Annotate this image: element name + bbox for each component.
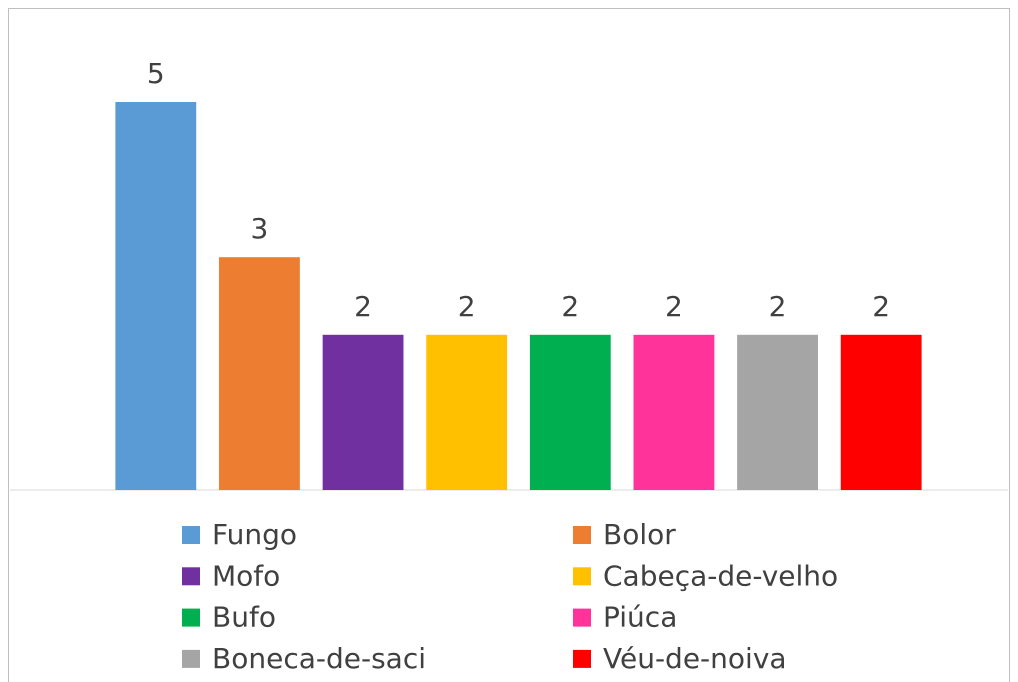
legend-swatch xyxy=(573,567,591,586)
legend-label: Bufo xyxy=(212,601,276,634)
legend-swatch xyxy=(573,649,591,668)
legend-swatch xyxy=(573,526,591,544)
legend-label: Mofo xyxy=(212,559,280,592)
legend-label: Fungo xyxy=(212,518,297,551)
legend-swatch xyxy=(182,649,200,668)
bar xyxy=(219,257,300,490)
legend-swatch xyxy=(182,608,200,627)
chart-border xyxy=(8,8,1010,682)
bar xyxy=(529,334,611,490)
bar xyxy=(737,334,818,490)
data-label: 2 xyxy=(769,290,787,323)
legend-swatch xyxy=(573,608,591,627)
data-label: 2 xyxy=(458,290,476,323)
legend-swatch xyxy=(182,526,200,544)
legend-swatch xyxy=(182,567,200,586)
legend-label: Boneca-de-saci xyxy=(212,642,426,675)
data-label: 2 xyxy=(872,290,890,323)
legend-label: Véu-de-noiva xyxy=(603,642,787,675)
bar xyxy=(322,334,404,490)
legend-label: Bolor xyxy=(603,518,676,551)
data-label: 3 xyxy=(251,212,269,245)
bar xyxy=(426,334,508,490)
data-label: 2 xyxy=(561,290,579,323)
bar xyxy=(840,334,922,490)
legend-label: Cabeça-de-velho xyxy=(603,559,838,592)
data-label: 2 xyxy=(354,290,372,323)
data-label: 5 xyxy=(147,57,165,90)
legend-label: Piúca xyxy=(603,601,677,634)
bar xyxy=(633,334,715,490)
data-label: 2 xyxy=(665,290,683,323)
bar xyxy=(115,102,197,490)
